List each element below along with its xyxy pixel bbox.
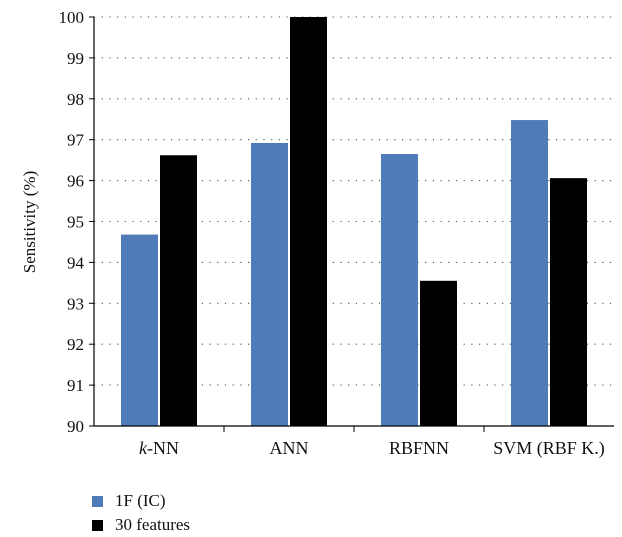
bar-series-2 (550, 178, 587, 426)
bar-series-2 (420, 280, 457, 426)
x-tick-label: k-NN (139, 438, 179, 458)
bar-series-1 (251, 142, 288, 427)
x-tick-label: RBFNN (389, 438, 449, 458)
bar-series-2 (290, 17, 327, 426)
y-tick-label: 92 (67, 335, 84, 354)
x-tick-label: ANN (270, 438, 309, 458)
y-tick-label: 95 (67, 213, 84, 232)
y-tick-label: 90 (67, 417, 84, 436)
bars (121, 17, 587, 427)
y-tick-label: 98 (67, 90, 84, 109)
bar-series-1 (121, 234, 158, 426)
y-tick-label: 93 (67, 294, 84, 313)
y-tick-labels: 90 91 92 93 94 95 96 97 98 99 100 (59, 8, 85, 436)
axes (89, 16, 614, 432)
y-tick-label: 100 (59, 8, 85, 27)
y-tick-label: 96 (67, 172, 84, 191)
legend-label: 30 features (115, 515, 191, 534)
bar-series-1 (511, 120, 548, 427)
y-tick-label: 91 (67, 376, 84, 395)
y-tick-label: 97 (67, 131, 85, 150)
legend-label: 1F (IC) (115, 491, 166, 510)
y-tick-label: 99 (67, 49, 84, 68)
bar-series-2 (160, 155, 197, 426)
legend: 1F (IC) 30 features (92, 489, 190, 537)
legend-item: 30 features (92, 513, 190, 537)
legend-swatch (92, 519, 103, 531)
legend-swatch (92, 495, 103, 507)
legend-item: 1F (IC) (92, 489, 190, 513)
y-tick-label: 94 (67, 253, 85, 272)
bar-series-1 (381, 154, 418, 426)
x-tick-labels: k-NN ANN RBFNN SVM (RBF K.) (139, 438, 605, 459)
y-axis-label: Sensitivity (%) (20, 171, 39, 273)
x-tick-label: SVM (RBF K.) (493, 438, 605, 459)
